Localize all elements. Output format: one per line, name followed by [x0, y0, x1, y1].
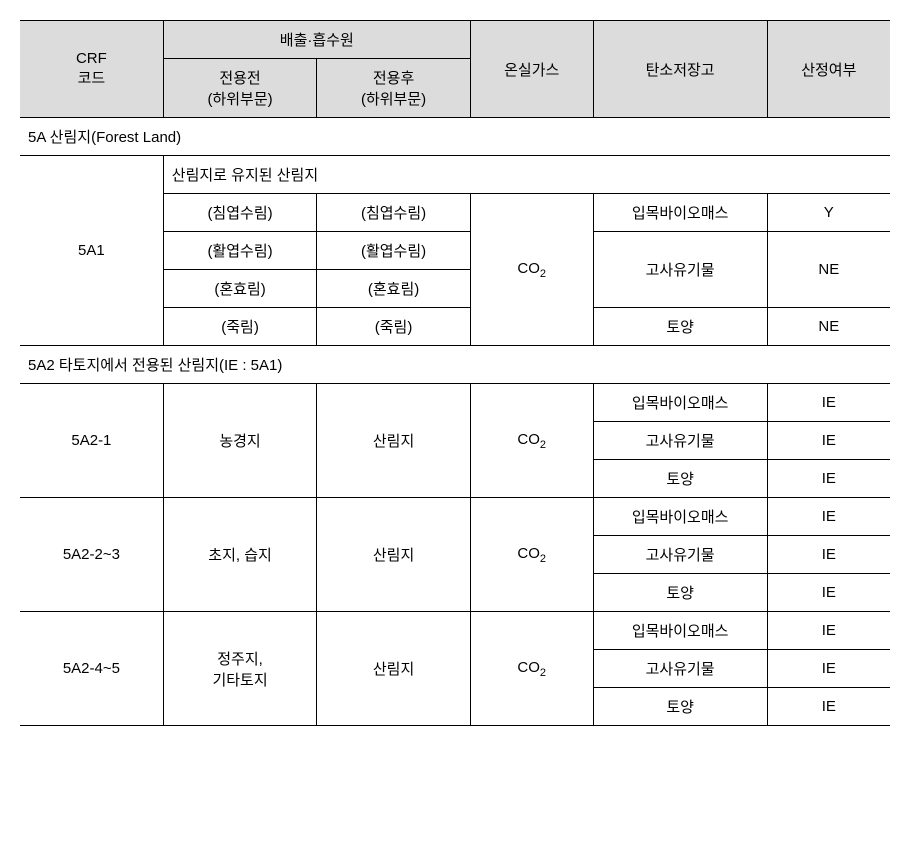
- before-cell: 초지, 습지: [163, 498, 317, 612]
- after-cell: 산림지: [317, 384, 471, 498]
- after-cell: (활엽수림): [317, 232, 471, 270]
- subsection-5a1-title: 산림지로 유지된 산림지: [163, 156, 890, 194]
- storage-cell: 토양: [593, 460, 767, 498]
- header-carbon-storage: 탄소저장고: [593, 21, 767, 118]
- storage-cell: 토양: [593, 574, 767, 612]
- storage-cell: 입목바이오매스: [593, 612, 767, 650]
- table-row: 5A2-1 농경지 산림지 CO2 입목바이오매스 IE: [20, 384, 890, 422]
- code-cell: 5A2-1: [20, 384, 163, 498]
- header-emission-source: 배출·흡수원: [163, 21, 470, 59]
- calc-cell: NE: [767, 232, 890, 308]
- calc-cell: IE: [767, 498, 890, 536]
- before-cell: 농경지: [163, 384, 317, 498]
- storage-cell: 토양: [593, 308, 767, 346]
- section-5a-row: 5A 산림지(Forest Land): [20, 118, 890, 156]
- header-calculation: 산정여부: [767, 21, 890, 118]
- after-cell: (침엽수림): [317, 194, 471, 232]
- calc-cell: IE: [767, 536, 890, 574]
- calc-cell: IE: [767, 688, 890, 726]
- storage-cell: 토양: [593, 688, 767, 726]
- before-cell: 정주지, 기타토지: [163, 612, 317, 726]
- storage-cell: 입목바이오매스: [593, 498, 767, 536]
- storage-cell: 입목바이오매스: [593, 384, 767, 422]
- ghg-cell: CO2: [470, 194, 593, 346]
- calc-cell: IE: [767, 384, 890, 422]
- after-cell: (죽림): [317, 308, 471, 346]
- before-cell: (활엽수림): [163, 232, 317, 270]
- section-5a-title: 5A 산림지(Forest Land): [20, 118, 890, 156]
- before-cell: (혼효림): [163, 270, 317, 308]
- before-cell: (침엽수림): [163, 194, 317, 232]
- calc-cell: Y: [767, 194, 890, 232]
- after-cell: (혼효림): [317, 270, 471, 308]
- calc-cell: IE: [767, 460, 890, 498]
- subsection-5a1-title-row: 5A1 산림지로 유지된 산림지: [20, 156, 890, 194]
- storage-cell: 고사유기물: [593, 650, 767, 688]
- table-row: 5A2-2~3 초지, 습지 산림지 CO2 입목바이오매스 IE: [20, 498, 890, 536]
- storage-cell: 고사유기물: [593, 232, 767, 308]
- calc-cell: IE: [767, 612, 890, 650]
- storage-cell: 입목바이오매스: [593, 194, 767, 232]
- before-cell: (죽림): [163, 308, 317, 346]
- after-cell: 산림지: [317, 612, 471, 726]
- section-5a2-row: 5A2 타토지에서 전용된 산림지(IE : 5A1): [20, 346, 890, 384]
- section-5a2-title: 5A2 타토지에서 전용된 산림지(IE : 5A1): [20, 346, 890, 384]
- after-cell: 산림지: [317, 498, 471, 612]
- ghg-cell: CO2: [470, 384, 593, 498]
- header-row-1: CRF 코드 배출·흡수원 온실가스 탄소저장고 산정여부: [20, 21, 890, 59]
- header-crf-code: CRF 코드: [20, 21, 163, 118]
- calc-cell: IE: [767, 650, 890, 688]
- storage-cell: 고사유기물: [593, 422, 767, 460]
- code-5a1: 5A1: [20, 156, 163, 346]
- calc-cell: NE: [767, 308, 890, 346]
- header-before-use: 전용전 (하위부문): [163, 59, 317, 118]
- header-after-use: 전용후 (하위부문): [317, 59, 471, 118]
- table-row: 5A2-4~5 정주지, 기타토지 산림지 CO2 입목바이오매스 IE: [20, 612, 890, 650]
- code-cell: 5A2-2~3: [20, 498, 163, 612]
- crf-table: CRF 코드 배출·흡수원 온실가스 탄소저장고 산정여부 전용전 (하위부문)…: [20, 20, 890, 726]
- calc-cell: IE: [767, 422, 890, 460]
- calc-cell: IE: [767, 574, 890, 612]
- ghg-cell: CO2: [470, 612, 593, 726]
- ghg-cell: CO2: [470, 498, 593, 612]
- code-cell: 5A2-4~5: [20, 612, 163, 726]
- storage-cell: 고사유기물: [593, 536, 767, 574]
- header-ghg: 온실가스: [470, 21, 593, 118]
